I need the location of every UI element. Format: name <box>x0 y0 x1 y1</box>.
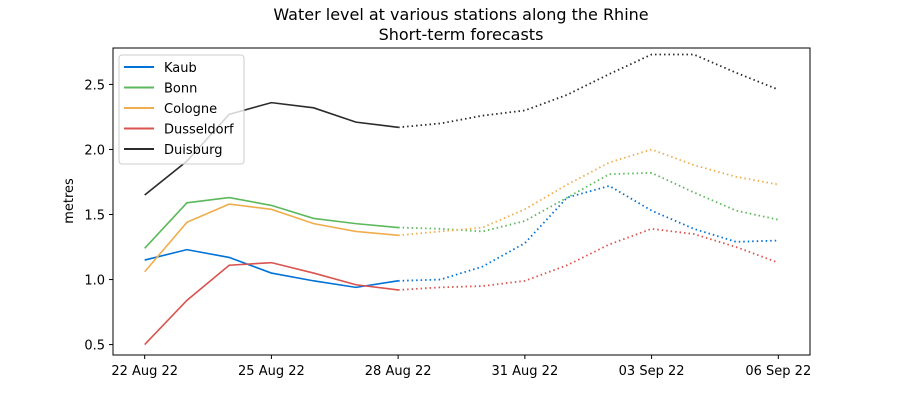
legend-label: Duisburg <box>164 143 223 158</box>
y-tick-label: 1.5 <box>84 209 105 224</box>
series-bonn-observed-line <box>144 196 399 249</box>
y-axis-label: metres <box>62 178 77 224</box>
x-tick-label: 31 Aug 22 <box>491 364 558 379</box>
y-tick-label: 0.5 <box>84 339 105 354</box>
series-bonn-forecast-line <box>398 171 779 233</box>
x-tick-label: 25 Aug 22 <box>238 364 305 379</box>
plot-frame <box>112 47 811 356</box>
y-tick-label: 2.5 <box>84 78 105 93</box>
y-tick-label: 2.0 <box>84 143 105 158</box>
x-tick-label: 03 Sep 22 <box>619 364 685 379</box>
series-dusseldorf-forecast-line <box>398 227 779 291</box>
legend-box <box>118 54 245 165</box>
series-kaub-forecast-line <box>398 184 779 282</box>
legend-label: Bonn <box>164 82 197 97</box>
x-tick-label: 06 Sep 22 <box>745 364 811 379</box>
y-tick-label: 1.0 <box>84 274 105 289</box>
series-kaub-observed-line <box>144 248 399 289</box>
chart-title: Water level at various stations along th… <box>273 5 648 24</box>
series-dusseldorf-observed-line <box>144 261 399 346</box>
legend-label: Dusseldorf <box>164 123 234 138</box>
series-duisburg-forecast-line <box>398 53 779 129</box>
x-tick-label: 28 Aug 22 <box>365 364 432 379</box>
series-cologne-forecast-line <box>398 148 779 237</box>
legend: Kaub Bonn Cologne Dusseldorf Duisburg <box>118 54 245 165</box>
legend-label: Kaub <box>164 61 197 76</box>
x-tick-label: 22 Aug 22 <box>111 364 178 379</box>
chart-subtitle: Short-term forecasts <box>379 25 544 44</box>
legend-label: Cologne <box>164 102 217 117</box>
series-cologne-observed-line <box>144 203 399 273</box>
